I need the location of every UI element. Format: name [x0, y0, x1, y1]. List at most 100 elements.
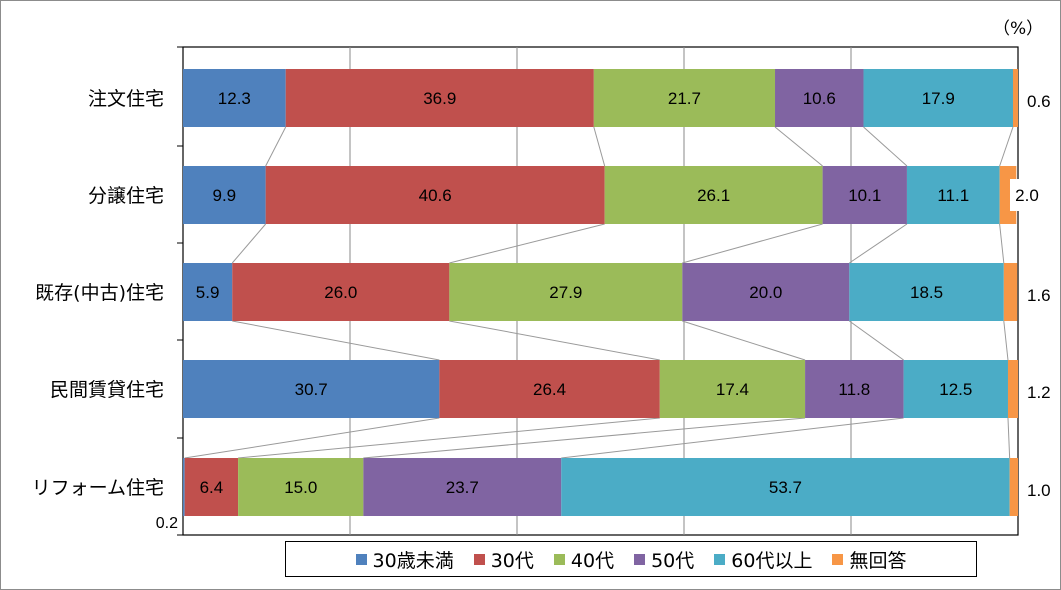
legend-label: 40代: [570, 549, 615, 572]
legend-item: 無回答: [832, 546, 906, 573]
series-connector-line: [849, 223, 908, 264]
bar-segment: [903, 360, 1008, 418]
data-label: 2.0: [1015, 186, 1039, 205]
data-label: 27.9: [549, 283, 582, 302]
legend: 30歳未満 30代 40代 50代 60代以上 無回答: [285, 541, 977, 577]
series-connector-line: [593, 126, 606, 167]
data-label: 15.0: [284, 478, 317, 497]
bar-segment: [822, 166, 907, 224]
data-label: 12.5: [939, 380, 972, 399]
bar-segment: [604, 166, 823, 224]
bar-segment: [449, 263, 683, 321]
data-label: 6.4: [200, 478, 224, 497]
data-label: 0.6: [1027, 92, 1051, 111]
data-label: 1.6: [1027, 286, 1051, 305]
legend-label: 30代: [490, 549, 534, 572]
data-label: 5.9: [196, 283, 220, 302]
legend-label: 50代: [651, 549, 695, 572]
bar-segment: [561, 458, 1010, 516]
data-label: 53.7: [769, 478, 802, 497]
data-label: 20.0: [749, 283, 782, 302]
bar-segment: [184, 458, 239, 516]
legend-item: 60代以上: [714, 546, 812, 573]
series-connector-line: [863, 126, 908, 167]
data-label: 11.1: [937, 186, 969, 205]
data-label: 23.7: [446, 478, 479, 497]
legend-swatch: [714, 553, 726, 565]
data-label: 21.7: [668, 89, 701, 108]
series-connector-line: [363, 417, 806, 459]
bar-segment: [659, 360, 806, 418]
series-connector-line: [1003, 320, 1009, 361]
series-connector-line: [849, 320, 904, 361]
bar-segment: [183, 69, 286, 127]
category-label: 既存(中古)住宅: [35, 282, 164, 304]
category-label: リフォーム住宅: [32, 477, 164, 499]
bar-segment: [775, 69, 864, 127]
series-connector-line: [774, 126, 823, 167]
bar-segment: [232, 263, 450, 321]
data-label: 12.3: [218, 89, 251, 108]
category-label: 分譲住宅: [88, 185, 164, 207]
bar-segment: [682, 263, 850, 321]
bar-segment: [363, 458, 562, 516]
data-label: 36.9: [423, 89, 456, 108]
data-label: 17.4: [716, 380, 749, 399]
series-connector-line: [561, 417, 904, 459]
data-label: 11.8: [838, 380, 870, 399]
bar-segment: [183, 360, 440, 418]
legend-swatch: [634, 553, 646, 565]
data-label: 9.9: [213, 186, 237, 205]
legend-item: 30歳未満: [355, 546, 454, 573]
legend-item: 50代: [634, 546, 694, 573]
bar-segment: [805, 360, 904, 418]
series-connector-line: [682, 223, 823, 264]
bar-segment: [183, 263, 233, 321]
data-label: 1.0: [1027, 481, 1051, 500]
bar-segment: [285, 69, 594, 127]
bar-segment: [238, 458, 364, 516]
bar-segment: [906, 166, 1000, 224]
bar-segment: [1009, 458, 1018, 516]
data-label: 17.9: [922, 89, 955, 108]
series-connector-line: [999, 223, 1005, 264]
bar-segment: [593, 69, 776, 127]
bar-segment: [183, 166, 266, 224]
legend-label: 60代以上: [731, 549, 813, 572]
data-label: 30.7: [295, 380, 328, 399]
bar-segment: [849, 263, 1004, 321]
bar-segment: [265, 166, 605, 224]
legend-label: 30歳未満: [372, 549, 454, 572]
bar-segment: [1007, 360, 1018, 418]
category-label: 民間賃貸住宅: [50, 379, 164, 401]
data-label: 26.1: [697, 186, 730, 205]
data-label: 26.0: [324, 283, 357, 302]
legend-item: 40代: [553, 546, 615, 573]
series-connector-line: [1007, 417, 1011, 459]
data-label: 10.6: [803, 89, 836, 108]
unit-label: （%）: [993, 19, 1044, 39]
series-connector-line: [232, 320, 440, 361]
data-label: 40.6: [419, 186, 452, 205]
bar-segment: [863, 69, 1013, 127]
legend-item: 30代: [473, 546, 534, 573]
bar-segment: [1003, 263, 1018, 321]
data-label: 0.2: [156, 515, 178, 532]
series-connector-line: [231, 223, 267, 264]
legend-swatch: [355, 553, 367, 565]
legend-swatch: [473, 553, 485, 565]
series-connector-line: [184, 417, 440, 459]
data-label-bg: [1010, 179, 1045, 211]
legend-label: 無回答: [849, 549, 907, 572]
data-label: 18.5: [910, 283, 943, 302]
data-label: 1.2: [1027, 383, 1051, 402]
bar-segment: [183, 458, 185, 516]
bar-segment: [1012, 69, 1018, 127]
category-label: 注文住宅: [88, 88, 164, 110]
series-connector-line: [999, 126, 1014, 167]
series-connector-line: [449, 223, 605, 264]
data-label: 10.1: [848, 186, 881, 205]
series-connector-line: [265, 126, 287, 167]
data-label: 26.4: [533, 380, 566, 399]
